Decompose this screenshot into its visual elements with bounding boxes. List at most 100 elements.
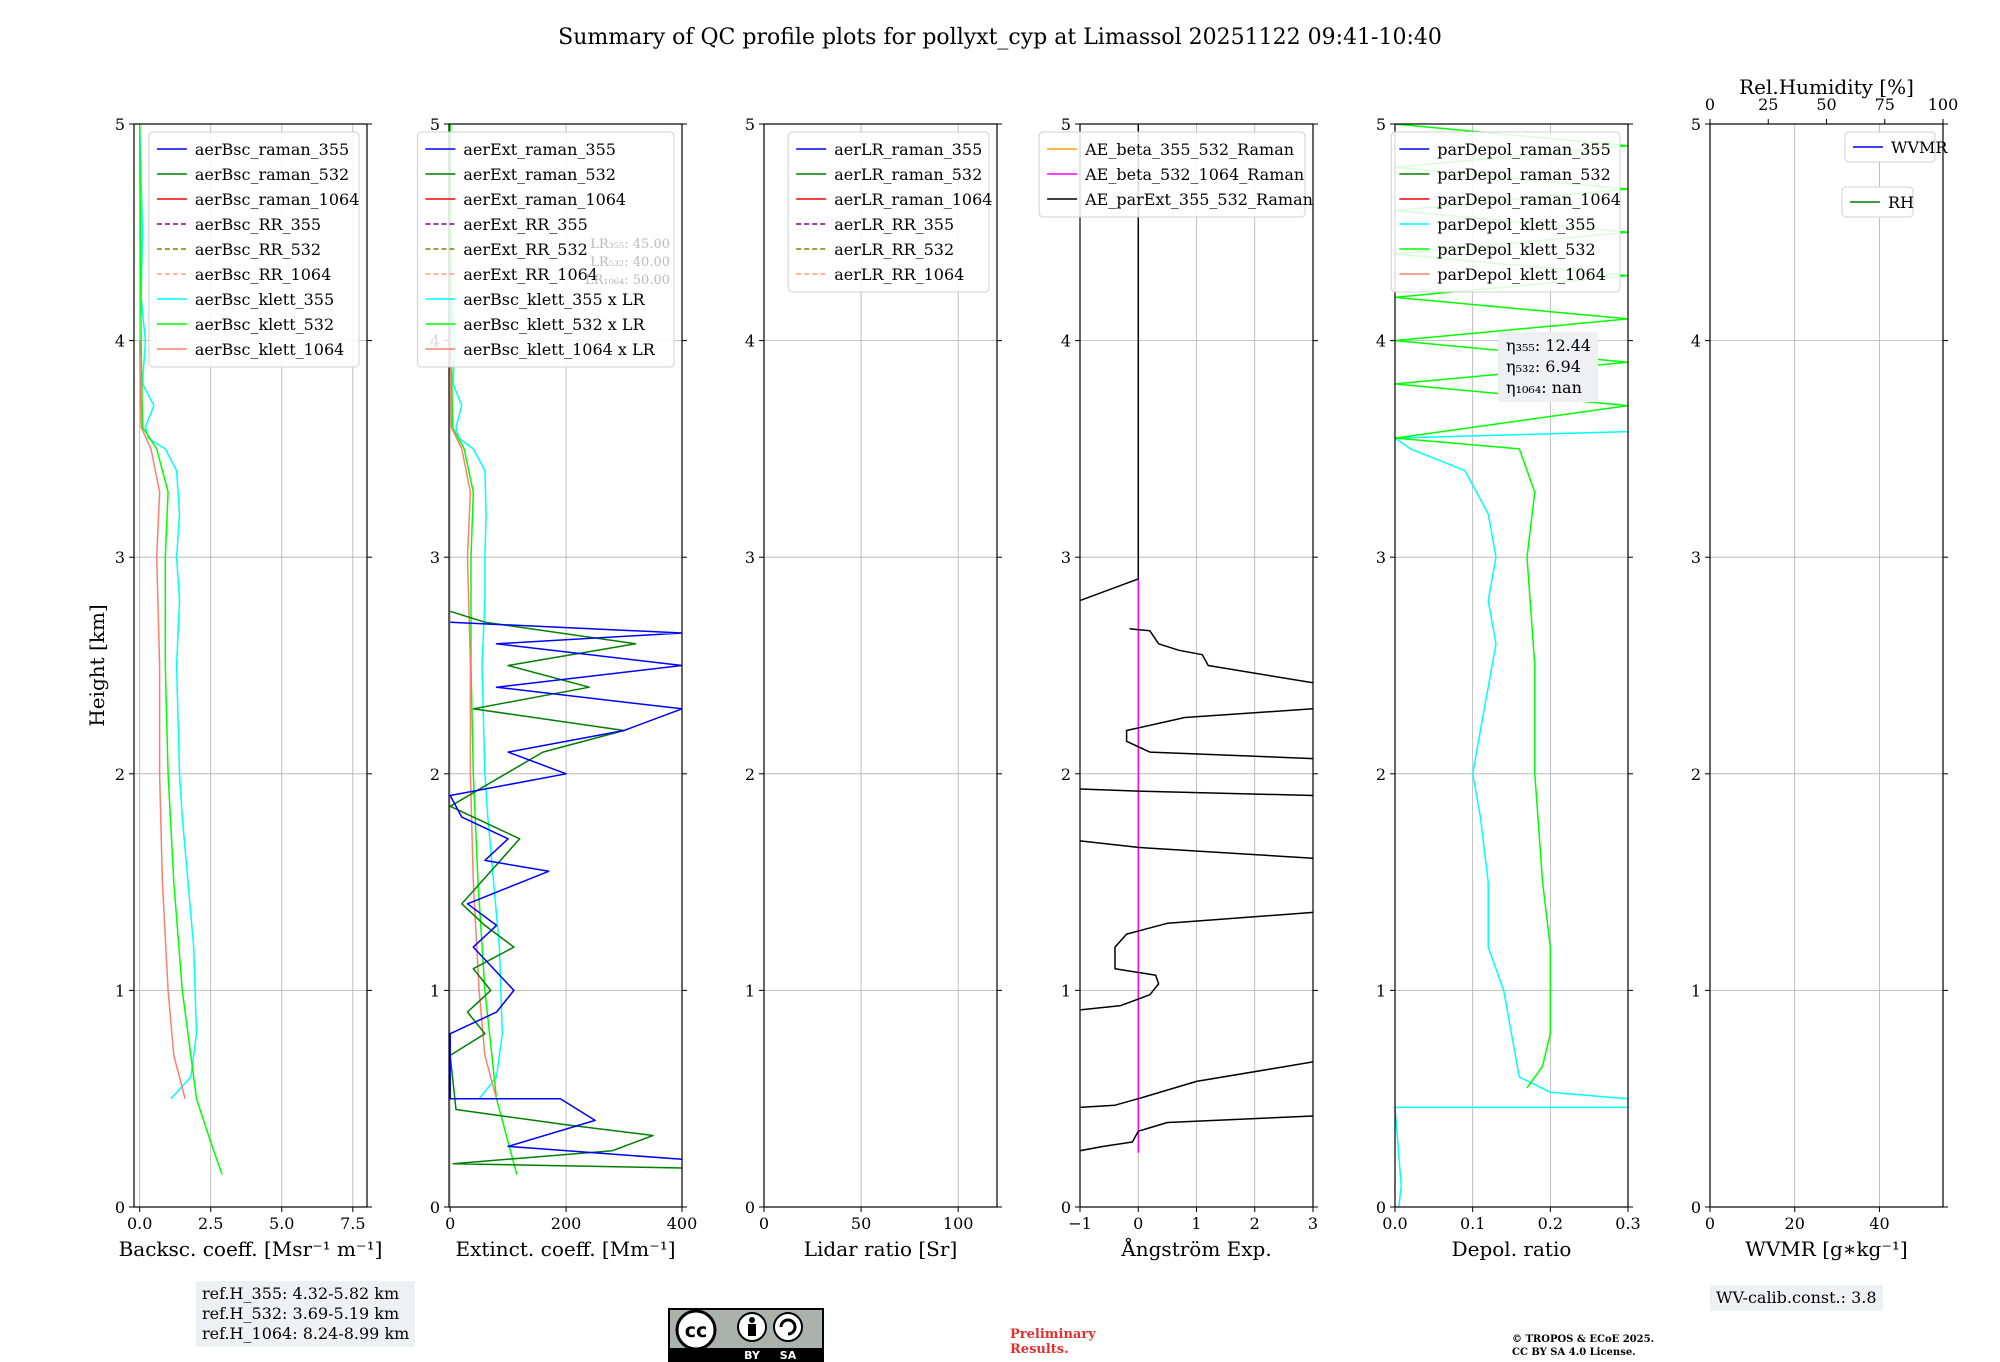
legend-label-aerbsc-rr-1064: aerBsc_RR_1064 xyxy=(195,265,331,284)
y-tick-label: 0 xyxy=(1691,1198,1701,1217)
legend-label-rh: RH xyxy=(1888,193,1914,212)
figure-title: Summary of QC profile plots for pollyxt_… xyxy=(558,25,1442,50)
y-tick-label: 2 xyxy=(430,765,440,784)
y-tick-label: 3 xyxy=(1061,548,1071,567)
copyright-line-1: © TROPOS & ECoE 2025. xyxy=(1512,1334,1655,1345)
y-tick-label: 0 xyxy=(1376,1198,1386,1217)
legend-label-ae-parext-355-532-raman: AE_parExt_355_532_Raman xyxy=(1084,190,1313,209)
panel-6: 0 20 40 0 1 2 3 4 5 WVMR [g∗kg⁻¹] 0 25 50 75 100 Rel.Hu… xyxy=(1691,75,1958,1261)
cc-by-sa-license-badge: cc BY SA xyxy=(668,1308,824,1362)
legend-label-aerlr-rr-532: aerLR_RR_532 xyxy=(834,240,954,259)
x-axis-label: Lidar ratio [Sr] xyxy=(804,1237,958,1261)
y-tick-label: 0 xyxy=(430,1198,440,1217)
legend-label-aerbsc-klett-355: aerBsc_klett_355 xyxy=(195,290,334,309)
axes-frame xyxy=(763,123,998,1208)
y-tick-label: 5 xyxy=(115,115,125,134)
y-tick-label: 3 xyxy=(1691,548,1701,567)
sa-arrow xyxy=(779,1318,797,1336)
legend-label-pardepol-raman-532: parDepol_raman_532 xyxy=(1437,165,1610,184)
y-tick-label: 1 xyxy=(115,981,125,1000)
legend-label-pardepol-klett-532: parDepol_klett_532 xyxy=(1437,240,1595,259)
by-person-head xyxy=(749,1317,755,1323)
x-tick-label: 0.2 xyxy=(1538,1214,1563,1233)
sa-label: SA xyxy=(780,1349,797,1362)
legend-label-aerbsc-klett-532-x-lr: aerBsc_klett_532 x LR xyxy=(463,315,645,334)
legend-box xyxy=(1844,131,1936,163)
series-ae-parext-355-532-raman-seg-2 xyxy=(1080,1061,1313,1109)
series-group xyxy=(1395,124,1628,1207)
x2-tick-label: 75 xyxy=(1875,95,1895,114)
y-tick-label: 1 xyxy=(1376,981,1386,1000)
y-tick-label: 2 xyxy=(1691,765,1701,784)
legend-box xyxy=(787,131,990,293)
legend-label-aerlr-raman-532: aerLR_raman_532 xyxy=(834,165,982,184)
legend-box xyxy=(1390,131,1621,293)
y-tick-label: 0 xyxy=(115,1198,125,1217)
x-axis-label: Depol. ratio xyxy=(1452,1237,1572,1261)
x-tick-label: 3 xyxy=(1308,1214,1318,1233)
lr-annotation: LR₅₃₂: 40.00 xyxy=(590,255,670,270)
y-tick-label: 2 xyxy=(745,765,755,784)
y-tick-label: 4 xyxy=(1376,332,1386,351)
legend: aerExt_raman_355 aerExt_raman_532 aerExt_r… xyxy=(416,131,675,368)
x-tick-label: 2.5 xyxy=(198,1214,223,1233)
ref-height-355: ref.H_355: 4.32-5.82 km xyxy=(202,1284,400,1303)
x2-tick-label: 50 xyxy=(1816,95,1836,114)
x-tick-label: 20 xyxy=(1785,1214,1805,1233)
legend-box xyxy=(1038,131,1306,218)
y-tick-label: 4 xyxy=(745,332,755,351)
legend-label-pardepol-raman-355: parDepol_raman_355 xyxy=(1437,140,1610,159)
legend-label-aerlr-rr-355: aerLR_RR_355 xyxy=(834,215,954,234)
x-tick-label: 400 xyxy=(667,1214,698,1233)
legend-label-aerbsc-rr-355: aerBsc_RR_355 xyxy=(195,215,321,234)
series-ae-parext-355-532-raman-seg-7 xyxy=(1129,627,1313,684)
y-tick-label: 5 xyxy=(1691,115,1701,134)
legend-label-ae-beta-532-1064-raman: AE_beta_532_1064_Raman xyxy=(1084,165,1304,184)
series-aerext-raman-532 xyxy=(449,610,682,1169)
axes-frame xyxy=(1709,123,1944,1208)
legend: aerBsc_raman_355 aerBsc_raman_532 aerBsc_r… xyxy=(148,131,360,368)
lr-annotation: LR₃₅₅: 45.00 xyxy=(590,237,670,252)
y-tick-label: 1 xyxy=(430,981,440,1000)
x-axis-label: Extinct. coeff. [Mm⁻¹] xyxy=(455,1237,675,1261)
y-tick-label: 5 xyxy=(745,115,755,134)
x-tick-label: 0 xyxy=(445,1214,455,1233)
wv-calibration-box: WV-calib.const.: 3.8 xyxy=(1710,1285,1883,1311)
axes-frame xyxy=(448,123,683,1208)
legend-label-aerbsc-raman-532: aerBsc_raman_532 xyxy=(195,165,349,184)
y-tick-label: 1 xyxy=(745,981,755,1000)
series-aerbsc-klett-532 xyxy=(138,124,223,1175)
wv-calibration-constant: WV-calib.const.: 3.8 xyxy=(1716,1288,1877,1307)
ref-height-1064: ref.H_1064: 8.24-8.99 km xyxy=(202,1324,410,1343)
series-aerext-raman-355 xyxy=(449,621,682,1161)
preliminary-line-1: Preliminary xyxy=(1010,1327,1096,1342)
legend-label-aerbsc-klett-1064-x-lr: aerBsc_klett_1064 x LR xyxy=(463,340,655,359)
legend-label-aerext-raman-532: aerExt_raman_532 xyxy=(463,165,616,184)
y-tick-label: 3 xyxy=(430,548,440,567)
x2-tick-label: 0 xyxy=(1705,95,1715,114)
x-tick-label: 40 xyxy=(1869,1214,1889,1233)
legend-label-aerbsc-raman-355: aerBsc_raman_355 xyxy=(195,140,349,159)
x-tick-label: 5.0 xyxy=(269,1214,294,1233)
legend-label-aerbsc-klett-355-x-lr: aerBsc_klett_355 x LR xyxy=(463,290,645,309)
x-tick-label: 0 xyxy=(759,1214,769,1233)
by-person-body xyxy=(748,1324,756,1336)
eta-box-bg xyxy=(1498,332,1598,402)
y-tick-label: 2 xyxy=(1376,765,1386,784)
x-axis-label: Ångström Exp. xyxy=(1120,1236,1271,1261)
cc-text: cc xyxy=(685,1320,708,1342)
x-tick-label: 0 xyxy=(1133,1214,1143,1233)
series-ae-parext-355-532-raman-seg-8 xyxy=(1080,578,1139,602)
plots-area: 0.0 2.5 5.0 7.5 0 1 2 3 4 5 Backsc. coeff. [Msr⁻¹ … xyxy=(85,75,1958,1261)
legend-box xyxy=(148,131,360,368)
x-tick-label: 0.0 xyxy=(1382,1214,1407,1233)
series-ae-parext-355-532-raman-seg-4 xyxy=(1080,840,1313,860)
x-tick-label: −1 xyxy=(1068,1214,1092,1233)
legend-label-aerbsc-klett-1064: aerBsc_klett_1064 xyxy=(195,340,344,359)
x-tick-label: 1 xyxy=(1191,1214,1201,1233)
series-group xyxy=(449,124,682,1175)
legend: AE_beta_355_532_Raman AE_beta_532_1064_Ra… xyxy=(1038,131,1313,218)
axes-frame xyxy=(133,123,368,1208)
copyright-line-2: CC BY SA 4.0 License. xyxy=(1512,1347,1636,1358)
